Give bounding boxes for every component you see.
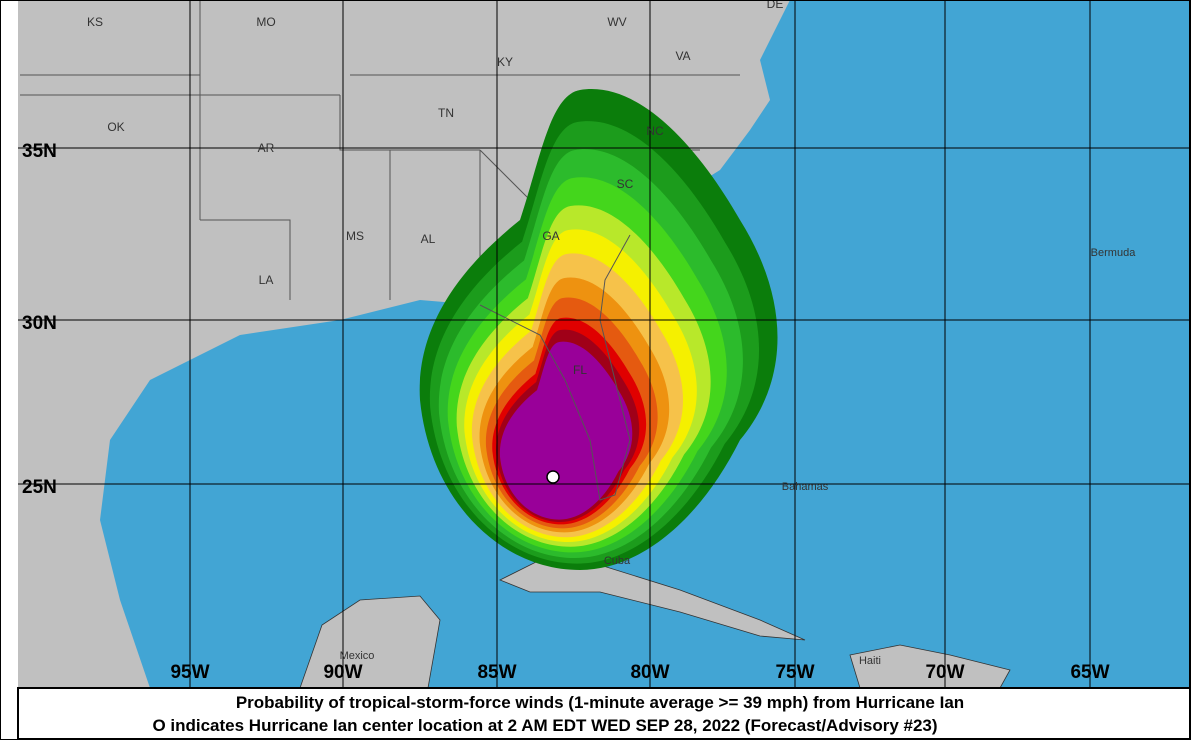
state-label: DE (767, 0, 784, 11)
latitude-label: 30N (22, 313, 57, 334)
storm-center (546, 470, 560, 484)
caption-line: Probability of tropical-storm-force wind… (236, 693, 964, 712)
longitude-label: 90W (323, 662, 362, 683)
longitude-label: 70W (925, 662, 964, 683)
caption-line: O indicates Hurricane Ian center locatio… (152, 716, 937, 735)
state-label: FL (573, 363, 587, 377)
longitude-label: 75W (775, 662, 814, 683)
longitude-label: 80W (630, 662, 669, 683)
florida-outline (479, 234, 631, 501)
longitude-label: 85W (477, 662, 516, 683)
graticule (18, 0, 1190, 688)
place-label: Cuba (604, 555, 631, 567)
state-label: LA (259, 273, 274, 287)
state-label: TN (438, 106, 454, 120)
state-label: KS (87, 15, 103, 29)
state-label: SC (617, 177, 634, 191)
state-labels: KS MO KY WV VA DE OK AR TN NC SC GA AL M… (87, 0, 783, 377)
state-label: AL (421, 232, 436, 246)
state-label: KY (497, 55, 513, 69)
state-label: OK (107, 120, 124, 134)
longitude-label: 65W (1070, 662, 1109, 683)
latitude-labels: 35N 30N 25N (22, 141, 57, 498)
place-label: Bahamas (782, 481, 829, 493)
state-label: NC (646, 124, 664, 138)
state-label: MS (346, 229, 364, 243)
state-label: VA (675, 49, 690, 63)
place-label: Mexico (340, 650, 375, 662)
longitude-label: 95W (170, 662, 209, 683)
longitude-labels: 95W 90W 85W 80W 75W 70W 65W (170, 662, 1109, 683)
latitude-label: 25N (22, 477, 57, 498)
state-label: GA (542, 229, 559, 243)
state-label: AR (258, 141, 275, 155)
latitude-label: 35N (22, 141, 57, 162)
caption-box (17, 687, 1191, 740)
place-labels: Bermuda Bahamas Cuba Mexico Haiti (340, 247, 1137, 667)
state-label: WV (607, 15, 626, 29)
place-label: Haiti (859, 655, 881, 667)
place-label: Bermuda (1091, 247, 1137, 259)
state-label: MO (256, 15, 275, 29)
